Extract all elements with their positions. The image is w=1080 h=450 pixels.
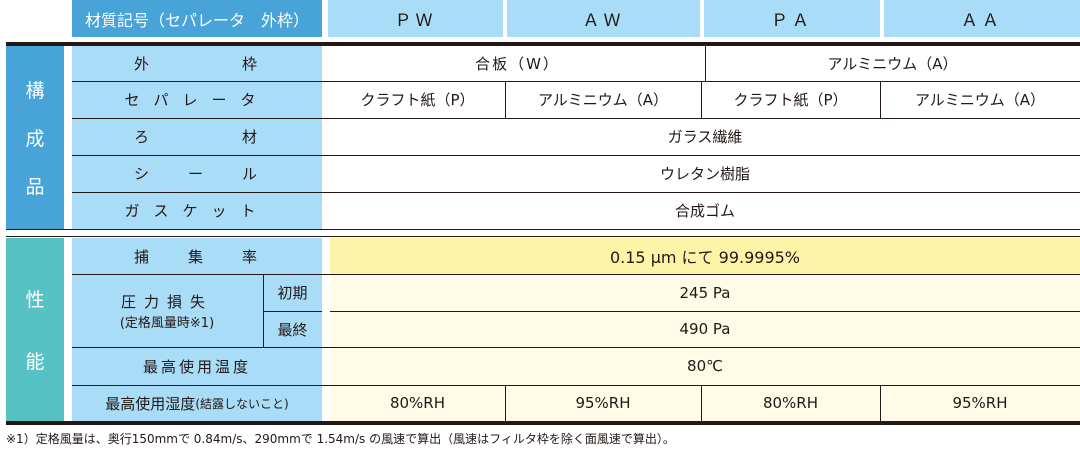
performance-label-bg [72, 238, 322, 421]
footnote: ※1）定格風量は、奥行150mmで 0.84m/s、290mmで 1.54m/s… [6, 432, 675, 446]
label-initial: 初期 [277, 284, 308, 302]
label-frame: 外 枠 [133, 55, 260, 73]
category-char: 性 [25, 289, 45, 312]
frame-value-w: 合板（W） [475, 55, 560, 73]
humidity-value-aa: 95%RH [880, 385, 1080, 421]
humidity-note: (結露しないこと) [195, 396, 289, 411]
pressure-sublabel: (定格風量時※1) [119, 315, 215, 331]
label-filter-media: ろ 材 [133, 128, 260, 146]
seal-value: ウレタン樹脂 [659, 165, 750, 183]
gasket-value: 合成ゴム [674, 202, 735, 220]
label-gasket: ガスケット [124, 202, 270, 220]
pressure-label: 圧力損失 [120, 292, 213, 311]
divider [6, 42, 1080, 46]
label-separator: セパレータ [124, 91, 270, 109]
separator-value-aa: アルミニウム（A） [914, 91, 1046, 109]
category-char: 能 [25, 350, 45, 373]
efficiency-value: 0.15 μm にて 99.9995% [330, 238, 1080, 274]
label-seal: シ ー ル [133, 165, 260, 183]
frame-value-a: アルミニウム（A） [827, 55, 958, 73]
column-header-aa: ＡＡ [884, 0, 1080, 37]
composition-label-bg [72, 46, 322, 229]
column-header-pa: ＰＡ [704, 0, 880, 37]
label-max-temp: 最高使用温度 [142, 357, 251, 376]
category-performance: 性 能 [6, 238, 64, 421]
label-pressure: 圧力損失 (定格風量時※1) [72, 274, 262, 347]
humidity-value-pa: 80%RH [701, 385, 880, 421]
column-header-aw: ＡＷ [507, 0, 700, 37]
label-efficiency: 捕 集 率 [133, 247, 260, 266]
pressure-initial-value: 245 Pa [330, 274, 1080, 311]
category-char: 成 [25, 127, 45, 150]
divider [6, 421, 1080, 425]
humidity-value-aw: 95%RH [505, 385, 701, 421]
category-composition: 構 成 品 [6, 46, 64, 229]
pressure-final-value: 490 Pa [330, 311, 1080, 347]
label-max-humidity: 最高使用湿度 (結露しないこと) [72, 385, 322, 421]
humidity-label: 最高使用湿度 [105, 394, 196, 413]
header-title: 材質記号（セパレータ 外枠） [72, 0, 322, 37]
separator-value-pw: クラフト紙（P） [360, 91, 475, 109]
max-temp-value: 80℃ [330, 347, 1080, 385]
separator-value-pa: クラフト紙（P） [733, 91, 848, 109]
humidity-value-pw: 80%RH [330, 385, 505, 421]
filter-media-value: ガラス繊維 [667, 128, 743, 146]
separator-value-aw: アルミニウム（A） [537, 91, 669, 109]
category-char: 構 [25, 80, 45, 103]
label-final: 最終 [277, 320, 308, 339]
category-char: 品 [25, 175, 45, 198]
column-header-pw: ＰＷ [328, 0, 503, 37]
